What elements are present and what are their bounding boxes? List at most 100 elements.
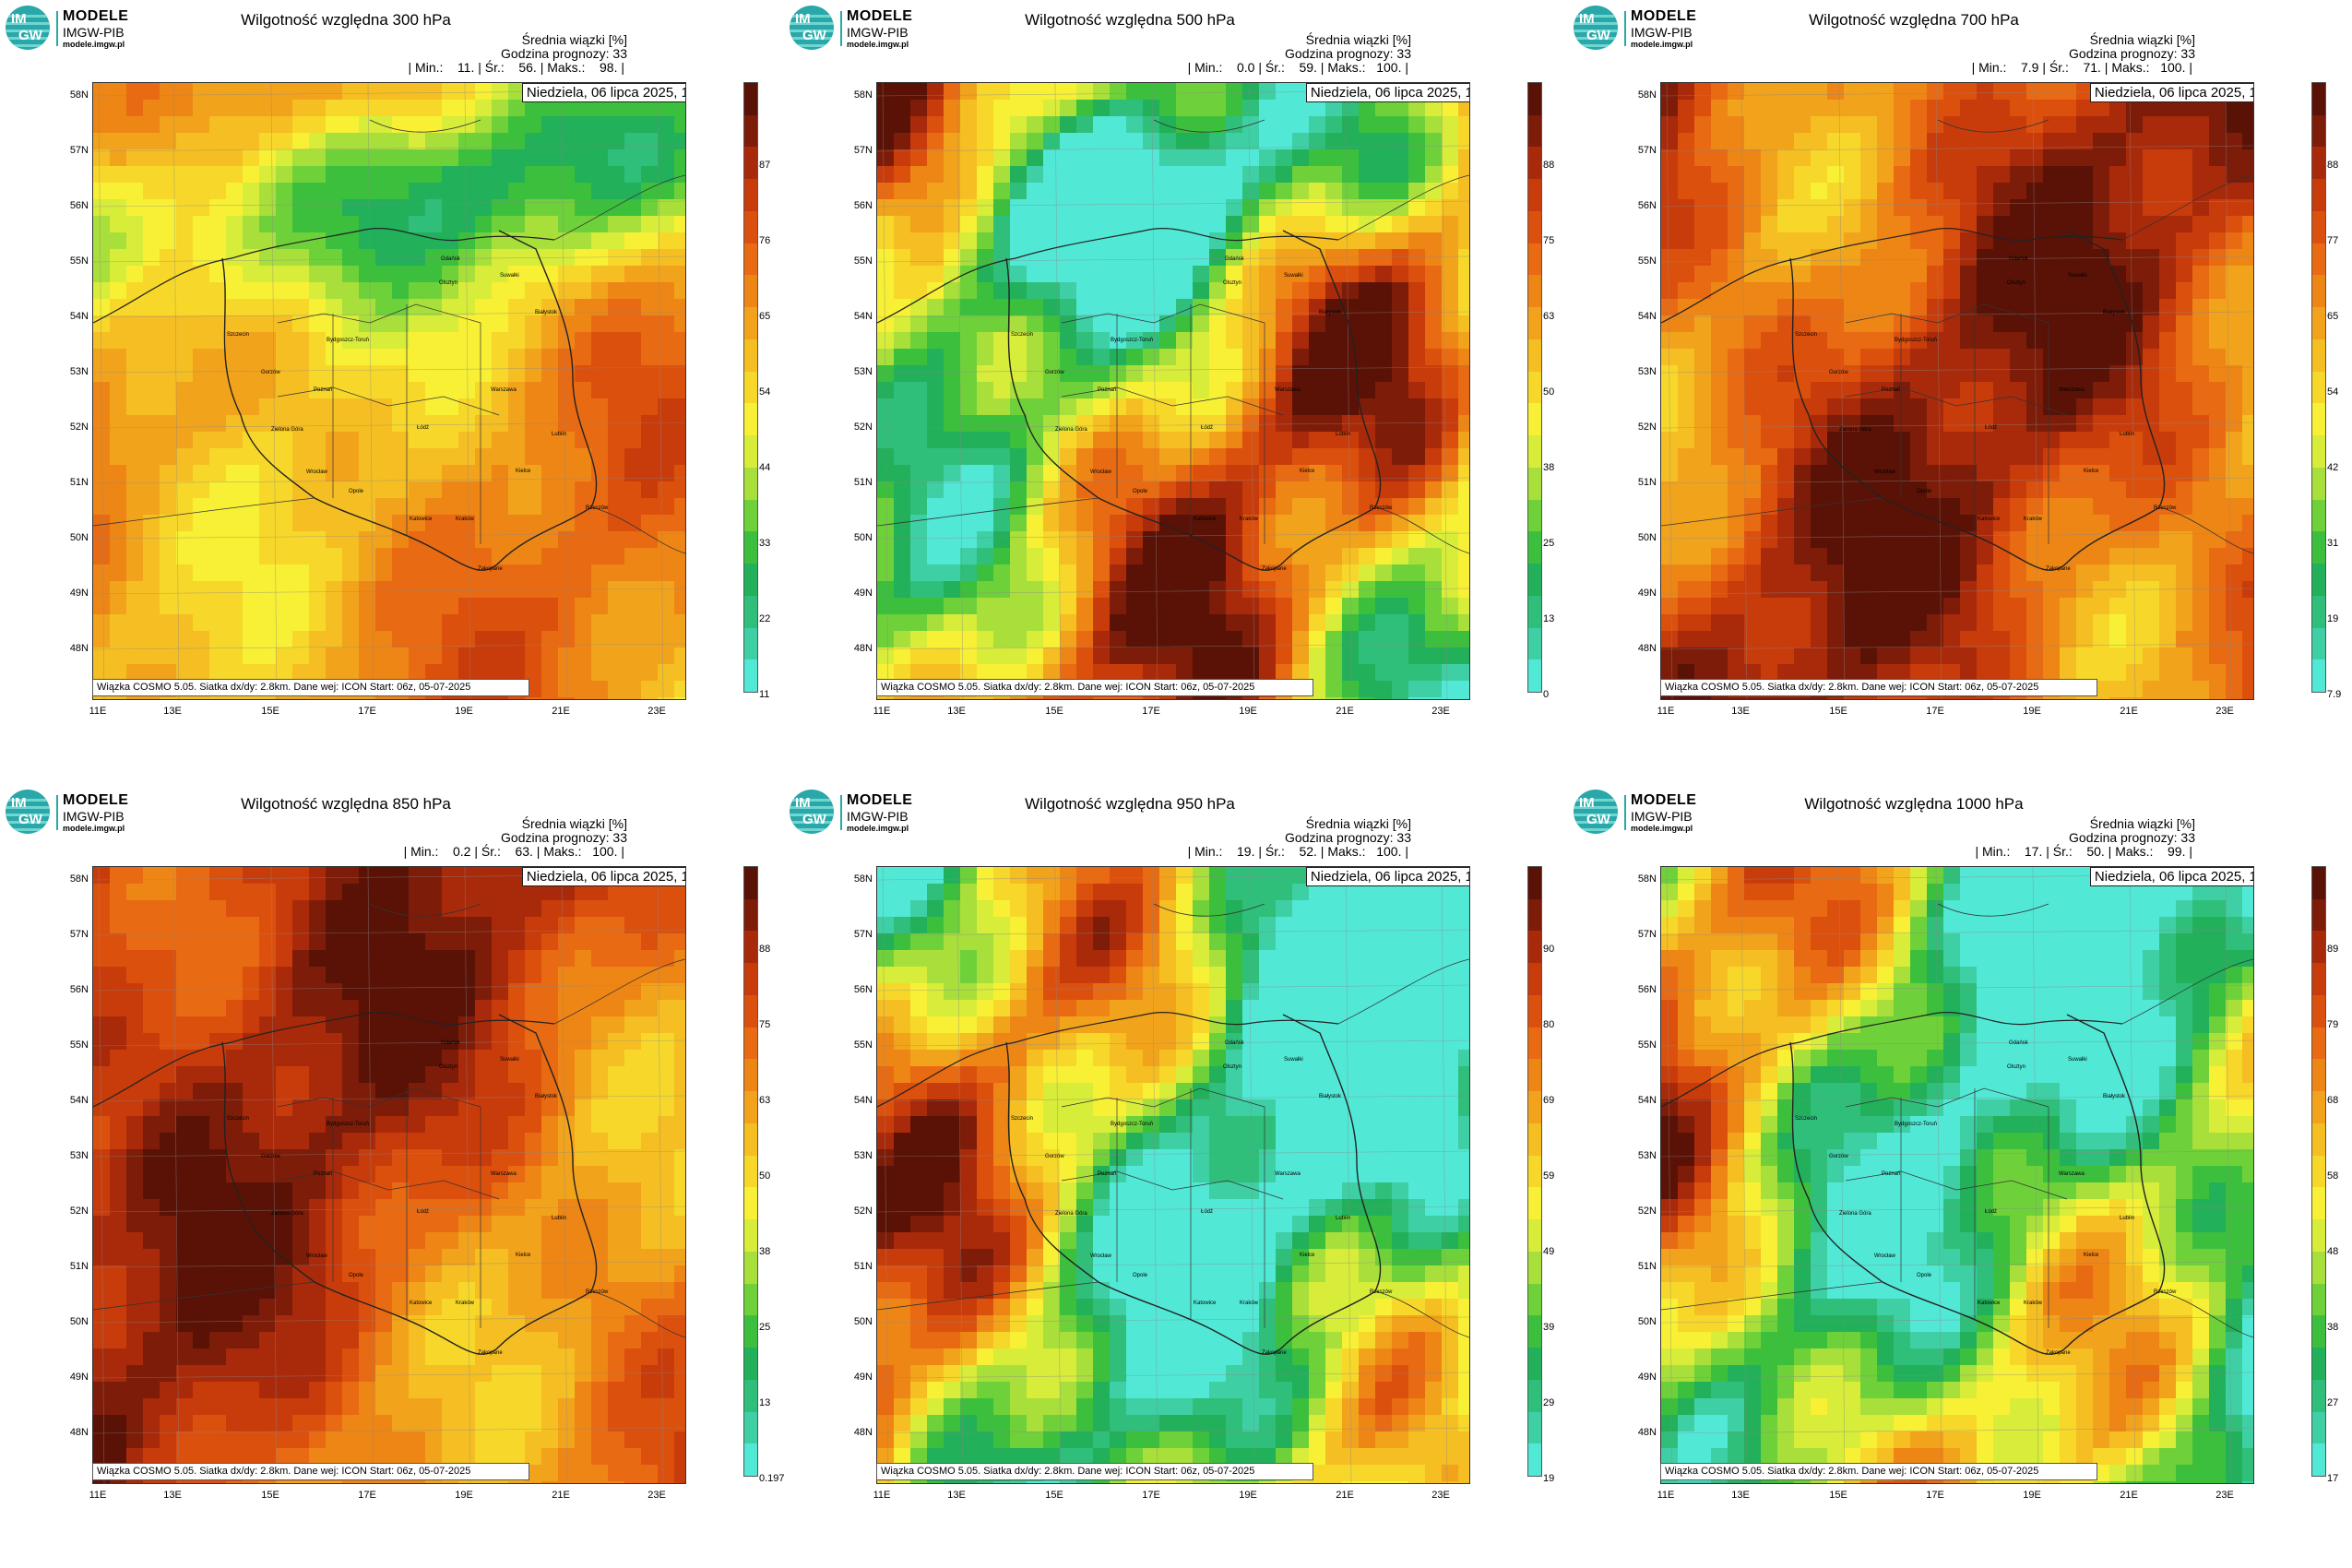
latitude-label: 55N [1637, 1039, 1657, 1051]
longitude-label: 17E [358, 1490, 376, 1501]
model-footer: Wiązka COSMO 5.05. Siatka dx/dy: 2.8km. … [92, 679, 529, 696]
city-label: Bydgoszcz-Toruń [1111, 338, 1154, 343]
colorbar-segment [1528, 659, 1541, 693]
colorbar-segment [1528, 994, 1541, 1028]
colorbar-segment [744, 83, 757, 116]
latitude-label: 48N [853, 1427, 873, 1438]
colorbar-segment [2312, 1411, 2325, 1444]
logo-im-text: IM [11, 11, 27, 27]
humidity-map: Gdańsk Olsztyn Suwałki Białystok Szczecin Byd… [92, 866, 686, 1484]
latitude-label: 48N [1637, 1427, 1657, 1438]
stats-line: | Min.: 7.9 | Śr.: 71. | Maks.: 100. | [1971, 60, 2192, 75]
valid-date-box: Niedziela, 06 lipca 2025, 15:00 UTC [2090, 83, 2253, 102]
colorbar-tick: 54 [2327, 386, 2339, 398]
colorbar-tick: 44 [759, 462, 771, 473]
logo-gw-text: GW [18, 28, 42, 43]
colorbar-tick: 50 [759, 1170, 771, 1182]
longitude-label: 13E [163, 706, 182, 717]
colorbar-segment [744, 1155, 757, 1188]
city-label: Łódź [417, 1209, 430, 1215]
longitude-label: 23E [647, 706, 666, 717]
logo-imgw-pib: IMGW-PIB [847, 25, 909, 40]
humidity-map: Gdańsk Olsztyn Suwałki Białystok Szczecin Byd… [876, 866, 1470, 1484]
imgw-logo-icon: IM GW [790, 790, 834, 834]
colorbar-segment [744, 1283, 757, 1316]
colorbar-tick: 0 [1543, 689, 1550, 700]
stats-line: | Min.: 0.2 | Śr.: 63. | Maks.: 100. | [403, 844, 624, 859]
colorbar-segment [744, 1123, 757, 1157]
colorbar-tick: 89 [2327, 944, 2339, 955]
latitude-label: 51N [853, 477, 873, 488]
colorbar-segment [744, 931, 757, 964]
city-label: Katowice [410, 517, 433, 522]
longitude-label: 13E [947, 1490, 966, 1501]
colorbar-tick: 27 [2327, 1397, 2339, 1408]
city-label: Szczecin [227, 1116, 250, 1122]
latitude-label: 52N [853, 422, 873, 433]
latitude-label: 58N [69, 873, 89, 885]
colorbar-tick: 19 [2327, 613, 2339, 624]
city-label: Opole [1133, 489, 1148, 494]
city-label: Gdańsk [1225, 1040, 1244, 1046]
colorbar-tick: 38 [2327, 1322, 2339, 1333]
colorbar-segment [2312, 307, 2325, 340]
longitude-label: 21E [2120, 1490, 2138, 1501]
longitude-label: 17E [1926, 1490, 1944, 1501]
valid-date-box: Niedziela, 06 lipca 2025, 15:00 UTC [1306, 83, 1469, 102]
colorbar-segment [2312, 564, 2325, 597]
city-label: Białystok [2103, 310, 2126, 315]
colorbar-segment [2312, 210, 2325, 244]
city-label: Rzeszów [2154, 1289, 2177, 1295]
colorbar-segment [744, 403, 757, 436]
city-label: Gorzów [1045, 370, 1064, 375]
humidity-map: Gdańsk Olsztyn Suwałki Białystok Szczecin Byd… [1660, 82, 2254, 700]
map-panel: IM GW MODELE IMGW-PIB modele.imgw.pl Wilgotno… [1568, 784, 2352, 1568]
latitude-label: 51N [69, 1261, 89, 1272]
mean-label: Średnia wiązki [%] [2089, 32, 2195, 47]
colorbar-segment [2312, 1251, 2325, 1285]
colorbar-segment [1528, 339, 1541, 373]
city-label: Zielona Góra [1055, 427, 1087, 433]
colorbar-tick: 11 [759, 689, 770, 700]
humidity-map: Gdańsk Olsztyn Suwałki Białystok Szczecin Byd… [1660, 866, 2254, 1484]
colorbar-segment [1528, 1283, 1541, 1316]
colorbar-segment [1528, 403, 1541, 436]
city-label: Gdańsk [2009, 256, 2028, 262]
city-label: Suwałki [500, 273, 519, 279]
latitude-label: 51N [853, 1261, 873, 1272]
colorbar-tick: 87 [759, 160, 771, 171]
latitude-label: 53N [853, 1150, 873, 1161]
colorbar-tick: 79 [2327, 1019, 2339, 1030]
colorbar-segment [1528, 499, 1541, 532]
colorbar-segment [2312, 1187, 2325, 1220]
colorbar-tick: 59 [1543, 1170, 1555, 1182]
map-panel: IM GW MODELE IMGW-PIB modele.imgw.pl Wilgotno… [1568, 0, 2352, 784]
colorbar-segment [744, 435, 757, 469]
city-label: Wrocław [1874, 1253, 1895, 1259]
colorbar-tick: 54 [759, 386, 771, 398]
colorbar-tick: 58 [2327, 1170, 2339, 1182]
colorbar-segment [1528, 435, 1541, 469]
city-label: Gorzów [261, 1154, 280, 1159]
logo-imgw-pib: IMGW-PIB [847, 809, 909, 824]
city-label: Poznań [1882, 387, 1901, 393]
city-label: Zakopane [478, 566, 503, 572]
model-footer: Wiązka COSMO 5.05. Siatka dx/dy: 2.8km. … [876, 1463, 1313, 1480]
latitude-label: 54N [853, 311, 873, 322]
longitude-label: 23E [2215, 1490, 2234, 1501]
latitude-label: 55N [853, 1039, 873, 1051]
colorbar-segment [2312, 531, 2325, 564]
mean-label: Średnia wiązki [%] [521, 32, 627, 47]
city-label: Poznań [1098, 387, 1117, 393]
colorbar-segment [2312, 1059, 2325, 1092]
latitude-label: 52N [1637, 1206, 1657, 1217]
city-label: Gdańsk [1225, 256, 1244, 262]
colorbar-segment [744, 467, 757, 501]
colorbar-segment [744, 307, 757, 340]
latitude-label: 58N [1637, 89, 1657, 101]
colorbar-tick: 0.197 [759, 1473, 785, 1484]
logo-gw-text: GW [802, 28, 826, 43]
latitude-label: 52N [69, 422, 89, 433]
city-label: Poznań [314, 1171, 333, 1177]
city-label: Lublin [2120, 1216, 2135, 1221]
